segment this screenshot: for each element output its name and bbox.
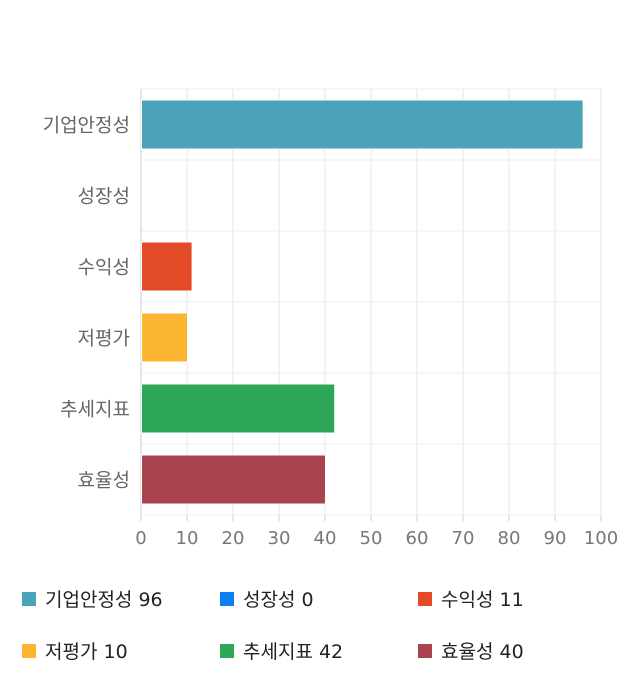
x-tick-label: 10 — [176, 528, 199, 549]
legend-item-profitability[interactable]: 수익성 11 — [418, 585, 524, 612]
category-label: 기업안정성 — [43, 115, 130, 137]
legend-label: 저평가 10 — [45, 641, 128, 663]
x-tick-label: 90 — [544, 528, 567, 549]
legend: 기업안정성 96 성장성 0 수익성 11 저평가 10 추세지표 42 효율성… — [0, 575, 640, 685]
legend-label: 추세지표 42 — [243, 641, 344, 663]
x-tick-label: 80 — [498, 528, 521, 549]
x-tick-label: 30 — [268, 528, 291, 549]
bar[interactable] — [141, 241, 193, 292]
x-tick-label: 70 — [452, 528, 475, 549]
x-tick-label: 50 — [360, 528, 383, 549]
bar[interactable] — [141, 454, 326, 505]
legend-item-growth[interactable]: 성장성 0 — [220, 585, 314, 612]
legend-swatch — [418, 591, 432, 606]
x-tick-label: 60 — [406, 528, 429, 549]
legend-swatch — [220, 643, 234, 658]
category-label: 수익성 — [78, 257, 130, 279]
legend-label: 기업안정성 96 — [45, 589, 163, 611]
bars — [141, 99, 584, 505]
category-label: 추세지표 — [60, 399, 130, 421]
grid — [140, 88, 602, 521]
category-label: 저평가 — [78, 328, 130, 350]
legend-item-efficiency[interactable]: 효율성 40 — [418, 637, 524, 664]
x-axis-ticks: 0 10 20 30 40 50 60 70 80 90 100 — [135, 528, 618, 549]
legend-swatch — [22, 643, 36, 658]
x-tick-label: 40 — [314, 528, 337, 549]
legend-item-stability[interactable]: 기업안정성 96 — [22, 585, 163, 612]
legend-item-undervaluation[interactable]: 저평가 10 — [22, 637, 128, 664]
x-tick-label: 20 — [222, 528, 245, 549]
legend-swatch — [418, 643, 432, 658]
bar[interactable] — [141, 383, 336, 434]
legend-label: 효율성 40 — [441, 641, 524, 663]
legend-swatch — [22, 591, 36, 606]
category-label: 효율성 — [78, 470, 130, 492]
legend-swatch — [220, 591, 234, 606]
bar[interactable] — [141, 312, 188, 363]
legend-label: 수익성 11 — [441, 589, 524, 611]
bar[interactable] — [141, 99, 584, 150]
x-tick-label: 0 — [135, 528, 146, 549]
legend-label: 성장성 0 — [243, 589, 314, 611]
category-label: 성장성 — [78, 186, 130, 208]
legend-item-trend[interactable]: 추세지표 42 — [220, 637, 343, 664]
x-tick-label: 100 — [584, 528, 618, 549]
